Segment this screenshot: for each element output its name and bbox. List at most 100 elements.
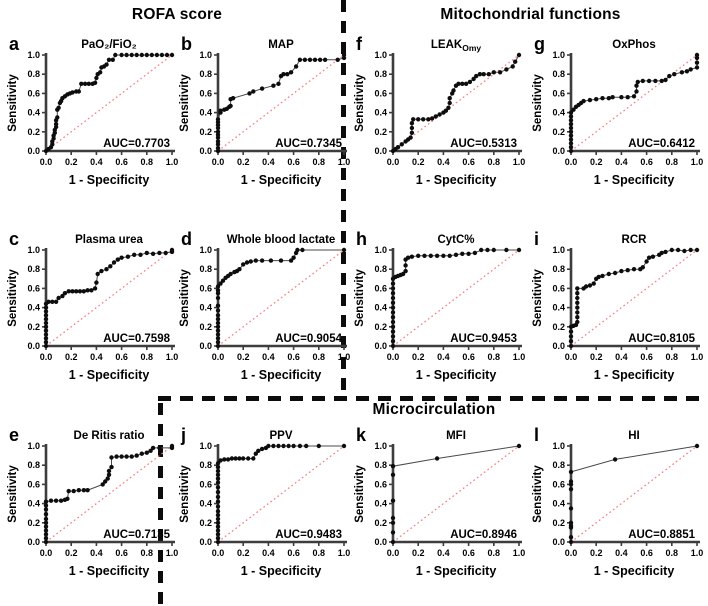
roc-data-point xyxy=(43,503,49,508)
roc-data-point xyxy=(694,65,700,70)
auc-label: AUC=0.9453 xyxy=(450,333,517,345)
y-tick-label: 1.0 xyxy=(374,50,387,60)
roc-data-point xyxy=(230,96,236,101)
roc-data-point xyxy=(568,110,574,115)
x-tick-label: 0.0 xyxy=(40,352,53,362)
x-axis-label: 1 - Specificity xyxy=(241,368,322,382)
x-tick-label: 0.6 xyxy=(287,157,300,167)
roc-data-point xyxy=(253,451,258,456)
roc-data-point xyxy=(148,448,153,453)
roc-data-point xyxy=(129,52,134,58)
roc-data-point xyxy=(568,469,574,475)
roc-data-point xyxy=(341,52,347,58)
y-axis-label: Sensitivity xyxy=(354,74,366,132)
roc-data-point xyxy=(606,96,611,101)
roc-data-point xyxy=(100,482,105,487)
roc-panel-i: i RCR 0.0 0.0 0.2 0.2 0.4 0.4 0.6 0.6 0.8 0.8 1.0 1.0… xyxy=(531,228,703,388)
roc-data-point xyxy=(646,78,652,84)
x-tick-label: 0.2 xyxy=(237,157,250,167)
x-axis-label: 1 - Specificity xyxy=(241,564,322,578)
roc-data-point xyxy=(281,443,286,449)
y-tick-label: 0.0 xyxy=(27,341,40,351)
roc-chart-d: d Whole blood lactate 0.00.0 0.2 0.2 0.4 0.4 0.… xyxy=(179,229,350,382)
y-tick-label: 0.8 xyxy=(374,69,387,79)
roc-data-point xyxy=(568,137,574,142)
roc-data-point xyxy=(139,451,144,456)
roc-data-point xyxy=(400,271,406,277)
roc-chart-i: i RCR 0.00.0 0.2 0.2 0.4 0.4 0.6 0.6 0.8 0.8 1.0 1.0… xyxy=(532,229,703,382)
roc-data-point xyxy=(241,262,246,267)
roc-data-point xyxy=(215,336,221,341)
y-axis-label: Sensitivity xyxy=(179,74,191,132)
roc-data-point xyxy=(215,313,221,318)
roc-data-point xyxy=(119,52,124,58)
roc-data-point xyxy=(278,258,284,263)
x-tick-label: 0.2 xyxy=(412,352,425,362)
chance-diagonal-line xyxy=(392,445,520,543)
auc-label: AUC=0.5313 xyxy=(450,138,517,150)
roc-panel-c: c Plasma urea 0.0 0.0 0.2 0.2 0.4 0.4 0.6 0.6 0.8 0… xyxy=(6,228,178,388)
roc-data-point xyxy=(98,70,103,75)
roc-data-point xyxy=(159,52,165,58)
y-tick-label: 0.6 xyxy=(552,88,565,98)
y-tick-label: 0.8 xyxy=(199,460,212,470)
roc-data-point xyxy=(43,520,49,525)
roc-data-point xyxy=(288,258,294,263)
roc-data-point xyxy=(659,78,664,84)
roc-data-point xyxy=(43,309,49,314)
y-tick-label: 0.2 xyxy=(552,322,565,332)
roc-data-point xyxy=(575,286,580,291)
roc-data-point xyxy=(635,79,640,85)
roc-data-point xyxy=(568,148,574,154)
roc-data-point xyxy=(405,255,411,260)
roc-data-point xyxy=(575,295,580,301)
roc-data-point xyxy=(62,291,68,296)
roc-data-point xyxy=(316,443,321,449)
roc-data-point xyxy=(411,117,416,122)
roc-data-point xyxy=(253,258,258,263)
y-tick-label: 0.2 xyxy=(27,518,40,528)
y-tick-label: 0.8 xyxy=(27,69,40,79)
roc-data-point xyxy=(134,453,139,458)
roc-data-point xyxy=(144,52,149,58)
roc-data-point xyxy=(513,59,518,64)
roc-data-point xyxy=(106,57,112,62)
dashed-divider-horizontal-microcirculation-top xyxy=(158,396,708,401)
roc-data-point xyxy=(575,310,580,315)
roc-data-point xyxy=(390,310,396,315)
roc-data-point xyxy=(79,81,84,86)
x-tick-label: 0.2 xyxy=(412,548,425,558)
x-tick-label: 0.8 xyxy=(488,352,501,362)
roc-data-point xyxy=(596,274,601,280)
roc-data-point xyxy=(259,258,265,263)
roc-data-point xyxy=(460,251,465,256)
roc-data-point xyxy=(125,254,131,259)
auc-label: AUC=0.8105 xyxy=(628,333,695,345)
roc-data-point xyxy=(215,145,221,151)
roc-data-point xyxy=(568,129,574,134)
roc-data-point xyxy=(215,117,221,122)
roc-data-point xyxy=(215,320,221,326)
panel-letter: k xyxy=(356,425,367,445)
auc-label: AUC=0.6412 xyxy=(628,138,695,150)
roc-data-point xyxy=(157,445,162,451)
y-tick-label: 0.0 xyxy=(374,341,387,351)
x-tick-label: 0.0 xyxy=(565,352,578,362)
roc-data-point xyxy=(390,329,396,334)
roc-data-point xyxy=(71,488,76,494)
x-tick-label: 0.4 xyxy=(262,157,275,167)
roc-data-point xyxy=(154,52,160,58)
roc-data-point xyxy=(568,487,574,492)
roc-data-point xyxy=(43,532,49,537)
auc-label: AUC=0.8946 xyxy=(450,529,517,541)
roc-panel-b: b MAP 0.0 0.0 0.2 0.2 0.4 0.4 0.6 0.6 0.8 0.8 1.0 1.0… xyxy=(178,33,350,193)
roc-data-point xyxy=(293,64,299,69)
y-tick-label: 0.2 xyxy=(27,322,40,332)
roc-data-point xyxy=(610,95,615,100)
roc-data-point xyxy=(215,472,221,477)
roc-data-point xyxy=(568,535,574,540)
roc-data-point xyxy=(89,288,94,293)
roc-data-point xyxy=(50,299,55,304)
y-tick-label: 0.2 xyxy=(199,322,212,332)
roc-data-point xyxy=(491,70,496,75)
